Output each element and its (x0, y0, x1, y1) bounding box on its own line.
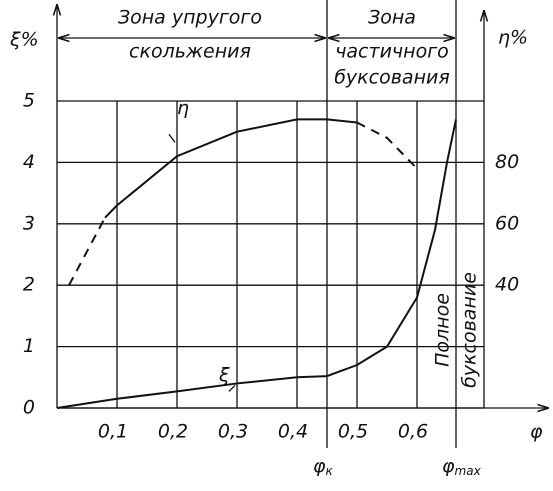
y-tick-label: 3 (23, 212, 35, 234)
line-series (56, 119, 457, 409)
y-tick-label: 1 (23, 335, 35, 357)
y-tick-label: 4 (23, 151, 35, 173)
x-tick-label: 0,2 (158, 421, 188, 443)
x-tick-label: 0,1 (98, 421, 128, 443)
y2-tick-label: 40 (495, 274, 519, 296)
y2-tick-label: 60 (495, 212, 519, 234)
x-axis-label: φ (530, 421, 543, 443)
y-tick-label: 0 (23, 397, 35, 419)
x-tick-label: 0,4 (278, 421, 308, 443)
series-label: η (177, 97, 189, 119)
zone-label: Зона (368, 7, 416, 29)
y-tick-label: 2 (23, 274, 35, 296)
label-leader (168, 133, 176, 143)
line-series (104, 118, 358, 219)
y2-axis-label: η% (498, 27, 528, 49)
marker-subscript: max (455, 464, 482, 478)
x-tick-label: 0,3 (218, 421, 248, 443)
zone-label: скольжения (129, 41, 251, 63)
marker-label: φmax (442, 455, 482, 478)
marker-symbol: φ (313, 455, 326, 477)
x-tick-label: 0,5 (338, 421, 368, 443)
y-axis-label: ξ% (9, 29, 39, 51)
zone-label: Зона упругого (118, 7, 262, 29)
label-leader (228, 384, 236, 392)
marker-symbol: φ (442, 455, 455, 477)
zone-label: буксование (459, 272, 481, 388)
series-label: ξ (218, 364, 230, 386)
zone-label: буксования (334, 67, 450, 89)
line-series (356, 121, 418, 170)
zone-label: Полное (432, 293, 454, 367)
marker-label: φк (313, 455, 334, 478)
y2-tick-label: 80 (495, 151, 519, 173)
x-tick-label: 0,6 (398, 421, 428, 443)
y-tick-label: 5 (23, 90, 35, 112)
zone-label: частичного (335, 41, 449, 63)
line-series (68, 217, 106, 286)
marker-subscript: к (326, 464, 334, 478)
